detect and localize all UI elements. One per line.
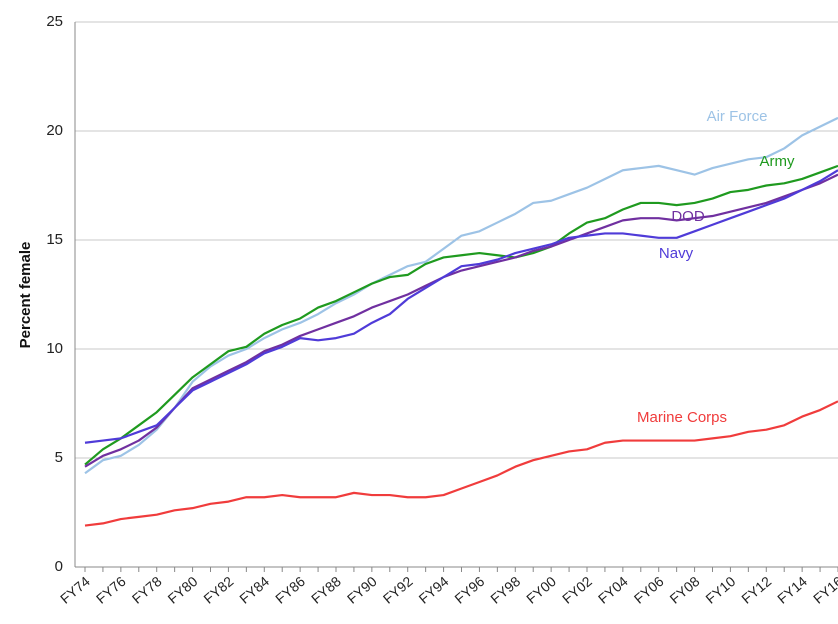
x-tick-label: FY82: [200, 573, 236, 607]
series-label: Marine Corps: [637, 409, 727, 426]
x-tick-label: FY04: [595, 573, 631, 607]
x-tick-label: FY14: [774, 573, 810, 607]
x-tick-label: FY92: [380, 573, 416, 607]
x-tick-label: FY12: [738, 573, 774, 607]
x-tick-label: FY90: [344, 573, 380, 607]
x-tick-label: FY08: [667, 573, 703, 607]
x-tick-label: FY78: [129, 573, 165, 607]
y-axis-label: Percent female: [17, 242, 34, 349]
series-line: [84, 116, 838, 475]
x-tick-label: FY80: [165, 573, 201, 607]
x-tick-label: FY74: [57, 573, 93, 607]
series-line: [84, 400, 838, 527]
series-label: Air Force: [707, 108, 768, 125]
x-tick-label: FY96: [451, 573, 487, 607]
x-tick-label: FY84: [236, 573, 272, 607]
y-tick-label: 0: [55, 558, 63, 575]
series-label: Navy: [659, 245, 694, 262]
series-line: [84, 173, 838, 468]
x-tick-label: FY98: [487, 573, 523, 607]
x-tick-label: FY94: [416, 573, 452, 607]
series-line: [84, 164, 838, 466]
series-label: DOD: [671, 208, 705, 225]
x-tick-label: FY16: [810, 573, 838, 607]
y-tick-label: 15: [46, 231, 63, 248]
x-tick-label: FY06: [631, 573, 667, 607]
x-tick-label: FY10: [702, 573, 738, 607]
x-tick-label: FY88: [308, 573, 344, 607]
x-tick-label: FY86: [272, 573, 308, 607]
x-tick-label: FY00: [523, 573, 559, 607]
y-tick-label: 25: [46, 13, 63, 30]
y-tick-label: 5: [55, 449, 63, 466]
x-tick-label: FY76: [93, 573, 129, 607]
y-tick-label: 10: [46, 340, 63, 357]
x-tick-label: FY02: [559, 573, 595, 607]
y-tick-label: 20: [46, 122, 63, 139]
series-line: [84, 169, 838, 444]
series-label: Army: [760, 153, 795, 170]
